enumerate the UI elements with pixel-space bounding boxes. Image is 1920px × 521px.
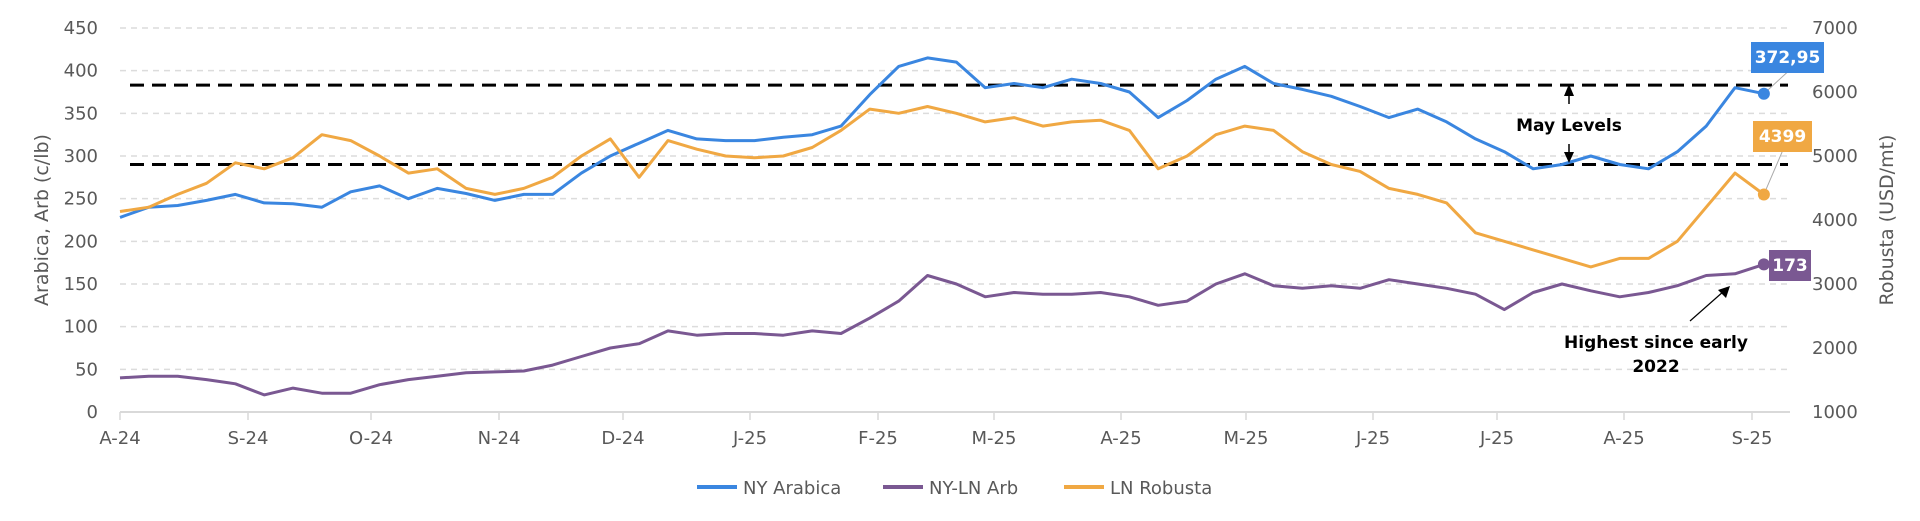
x-axis-tick-label: J-25	[732, 428, 767, 449]
last-point-marker-ln-robusta	[1757, 188, 1770, 201]
left-axis-tick-label: 250	[64, 189, 98, 210]
annotation-highest-line1: Highest since early	[1564, 333, 1748, 353]
series-line-ny-ln-arb	[119, 262, 1765, 397]
annotation-arrow-shaft	[1689, 290, 1725, 322]
left-axis-tick-label: 100	[64, 317, 98, 338]
last-point-marker-ny-arabica	[1757, 87, 1770, 100]
right-axis-tick-label: 3000	[1812, 274, 1858, 295]
last-value-label-ny-arabica: 372,95	[1755, 48, 1821, 68]
x-axis-tick-label: A-25	[1603, 428, 1644, 449]
left-axis-tick-label: 450	[64, 18, 98, 39]
right-axis-title: Robusta (USD/mt)	[1876, 135, 1898, 306]
last-value-badge-ln-robusta	[1753, 121, 1812, 152]
last-value-badge-ny-ln-arb	[1769, 250, 1811, 281]
down-arrow-icon	[1564, 152, 1574, 163]
last-value-label-ny-ln-arb: 173	[1772, 256, 1808, 276]
left-axis-tick-label: 350	[64, 103, 98, 124]
legend-label-ny-ln-arb: NY-LN Arb	[929, 478, 1018, 499]
right-axis-tick-label: 2000	[1812, 338, 1858, 359]
x-axis-tick-label: D-24	[601, 428, 644, 449]
x-axis-tick-label: F-25	[858, 428, 898, 449]
x-axis-tick-label: S-24	[228, 428, 269, 449]
left-axis-title: Arabica, Arb (c/lb)	[31, 134, 53, 306]
x-axis-tick-label: J-25	[1355, 428, 1390, 449]
left-axis-tick-label: 200	[64, 231, 98, 252]
up-arrow-icon	[1564, 84, 1574, 96]
right-axis-tick-label: 1000	[1812, 402, 1858, 423]
right-axis-tick-label: 5000	[1812, 146, 1858, 167]
series-line-ln-robusta	[119, 105, 1765, 269]
x-axis-tick-label: N-24	[478, 428, 521, 449]
left-axis-tick-label: 300	[64, 146, 98, 167]
series-line-ny-arabica	[119, 56, 1765, 219]
left-axis-tick-label: 400	[64, 61, 98, 82]
x-axis-tick-label: A-24	[99, 428, 140, 449]
leader-line	[1763, 150, 1783, 195]
x-axis-tick-label: A-25	[1100, 428, 1141, 449]
legend-label-ny-arabica: NY Arabica	[743, 478, 841, 499]
left-axis-tick-label: 150	[64, 274, 98, 295]
x-axis-tick-label: M-25	[1224, 428, 1269, 449]
annotation-highest-line2: 2022	[1632, 357, 1679, 377]
left-axis-tick-label: 0	[87, 402, 98, 423]
x-axis-tick-label: M-25	[972, 428, 1017, 449]
annotation-arrow-icon	[1718, 286, 1730, 298]
legend-label-ln-robusta: LN Robusta	[1110, 478, 1212, 499]
left-axis-tick-label: 50	[75, 359, 98, 380]
last-value-label-ln-robusta: 4399	[1759, 127, 1806, 147]
x-axis-tick-label: S-25	[1732, 428, 1773, 449]
right-axis-tick-label: 7000	[1812, 18, 1858, 39]
x-axis-tick-label: O-24	[349, 428, 393, 449]
last-value-badge-ny-arabica	[1751, 42, 1824, 73]
last-point-marker-ny-ln-arb	[1757, 258, 1770, 271]
right-axis-tick-label: 6000	[1812, 82, 1858, 103]
annotation-may-levels: May Levels	[1516, 116, 1622, 136]
x-axis-tick-label: J-25	[1479, 428, 1514, 449]
right-axis-tick-label: 4000	[1812, 210, 1858, 231]
